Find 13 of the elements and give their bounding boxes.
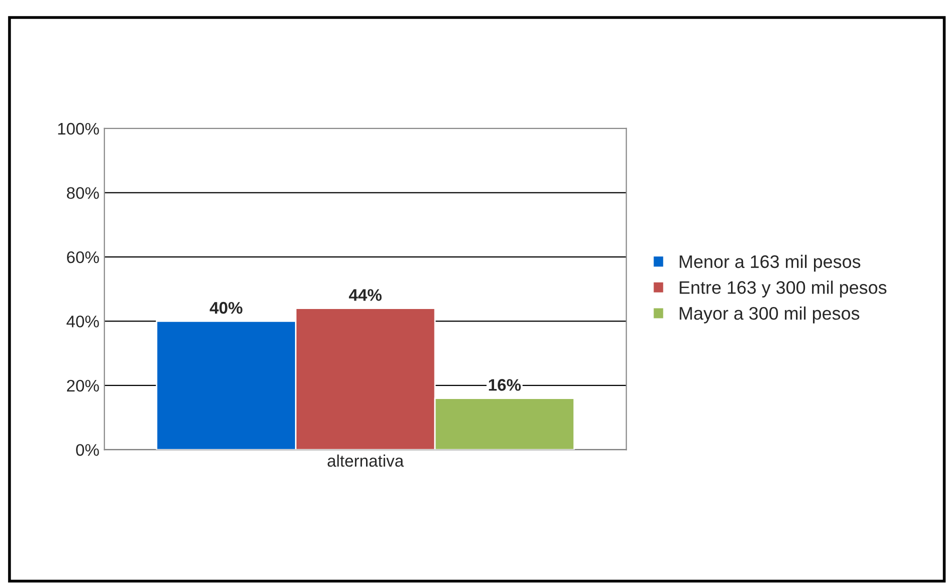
y-tick-label: 100% xyxy=(58,122,99,135)
legend-label: Entre 163 y 300 mil pesos xyxy=(680,280,886,298)
legend-label: Menor a 163 mil pesos xyxy=(680,254,860,272)
y-tick-label: 40% xyxy=(66,316,99,328)
y-tick-label: 60% xyxy=(67,251,99,264)
legend-label: Mayor a 300 mil pesos xyxy=(680,306,860,324)
x-tick-label: alternativa xyxy=(328,454,404,467)
data-label: 16% xyxy=(488,379,521,391)
y-tick-label: 80% xyxy=(66,187,99,199)
data-label: 40% xyxy=(210,302,242,314)
y-tick-label: 0% xyxy=(76,444,99,456)
y-tick-label: 20% xyxy=(67,380,99,392)
data-label: 44% xyxy=(348,289,382,301)
